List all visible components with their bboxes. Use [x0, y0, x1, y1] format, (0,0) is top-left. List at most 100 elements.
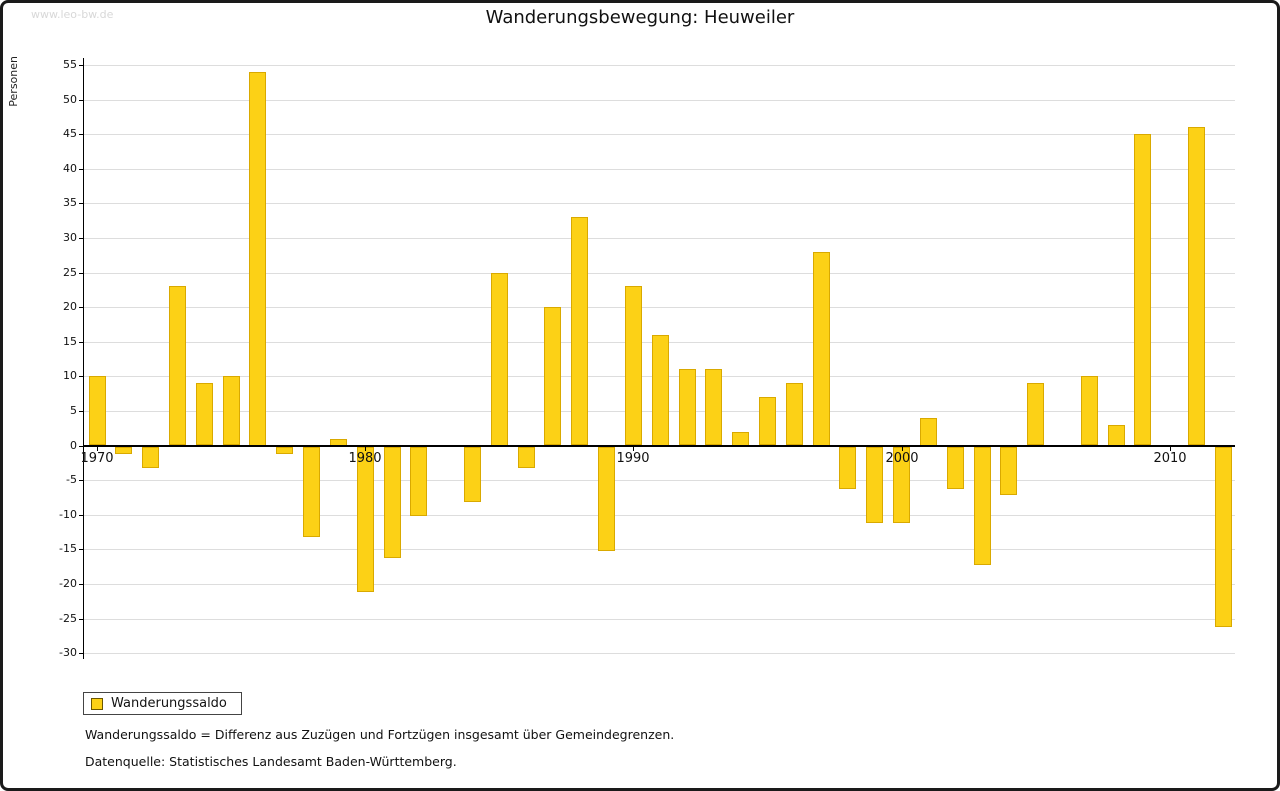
x-tick-mark	[365, 447, 366, 451]
bar	[1215, 447, 1232, 627]
y-tick-mark	[79, 169, 83, 170]
y-tick-mark	[79, 480, 83, 481]
bar	[249, 72, 266, 446]
y-tick-mark	[79, 342, 83, 343]
y-tick-mark	[79, 376, 83, 377]
x-tick-label: 2010	[1153, 451, 1187, 466]
bar	[276, 447, 293, 454]
bar	[974, 447, 991, 565]
legend: Wanderungssaldo	[83, 692, 242, 715]
gridline	[84, 238, 1235, 239]
bar	[1134, 134, 1151, 445]
gridline	[84, 203, 1235, 204]
y-tick-mark	[79, 446, 83, 447]
bar	[813, 252, 830, 446]
y-tick-label: 0	[70, 439, 77, 452]
x-tick-label: 1990	[616, 451, 650, 466]
y-tick-mark	[79, 307, 83, 308]
y-tick-mark	[79, 65, 83, 66]
gridline	[84, 65, 1235, 66]
bar	[598, 447, 615, 551]
y-tick-label: 45	[63, 127, 77, 140]
x-tick-mark	[97, 447, 98, 451]
y-tick-mark	[79, 411, 83, 412]
y-tick-label: 30	[63, 231, 77, 244]
bar	[705, 369, 722, 445]
y-tick-label: 15	[63, 335, 77, 348]
y-tick-mark	[79, 238, 83, 239]
gridline	[84, 549, 1235, 550]
chart-title: Wanderungsbewegung: Heuweiler	[485, 7, 795, 28]
y-tick-label: -20	[59, 577, 77, 590]
gridline	[84, 515, 1235, 516]
x-tick-mark	[902, 447, 903, 451]
y-tick-mark	[79, 549, 83, 550]
y-tick-label: 10	[63, 369, 77, 382]
y-tick-mark	[79, 619, 83, 620]
x-tick-label: 2000	[885, 451, 919, 466]
bar	[303, 447, 320, 537]
bar	[1188, 127, 1205, 445]
bar	[1027, 383, 1044, 445]
gridline	[84, 134, 1235, 135]
bar	[115, 447, 132, 454]
bar	[1108, 425, 1125, 446]
bar	[384, 447, 401, 558]
y-tick-label: 35	[63, 196, 77, 209]
bar	[89, 376, 106, 445]
bar	[410, 447, 427, 516]
gridline	[84, 169, 1235, 170]
bar	[196, 383, 213, 445]
gridline	[84, 619, 1235, 620]
footnote-source: Datenquelle: Statistisches Landesamt Bad…	[85, 754, 457, 769]
y-tick-mark	[79, 203, 83, 204]
bar	[920, 418, 937, 446]
y-tick-label: 20	[63, 300, 77, 313]
bar	[786, 383, 803, 445]
x-tick-mark	[1170, 447, 1171, 451]
gridline	[84, 273, 1235, 274]
gridline	[84, 307, 1235, 308]
bar	[652, 335, 669, 446]
y-tick-mark	[79, 134, 83, 135]
gridline	[84, 100, 1235, 101]
bar	[223, 376, 240, 445]
y-tick-label: -30	[59, 646, 77, 659]
y-tick-label: 50	[63, 93, 77, 106]
bar	[571, 217, 588, 445]
gridline	[84, 584, 1235, 585]
bar	[169, 286, 186, 445]
bar	[839, 447, 856, 489]
y-tick-mark	[79, 273, 83, 274]
x-tick-label: 1980	[348, 451, 382, 466]
y-tick-mark	[79, 584, 83, 585]
bar	[947, 447, 964, 489]
y-tick-label: 55	[63, 58, 77, 71]
y-tick-label: 25	[63, 266, 77, 279]
y-tick-mark	[79, 653, 83, 654]
bar	[759, 397, 776, 445]
bar	[544, 307, 561, 445]
gridline	[84, 653, 1235, 654]
bar	[491, 273, 508, 446]
watermark: www.leo-bw.de	[31, 8, 114, 21]
bar	[893, 447, 910, 523]
y-tick-label: -10	[59, 508, 77, 521]
plot-area: -30 -25 -20 -15 -10 -5 0 5 10 15 20 25 30 35 40 45 50 55 1…	[3, 3, 1277, 788]
bar	[464, 447, 481, 502]
y-tick-mark	[79, 515, 83, 516]
bar	[142, 447, 159, 468]
legend-swatch	[91, 697, 103, 710]
y-tick-mark	[79, 100, 83, 101]
y-tick-label: -15	[59, 542, 77, 555]
y-tick-label: -25	[59, 612, 77, 625]
x-tick-label: 1970	[80, 451, 114, 466]
gridline	[84, 480, 1235, 481]
bar	[518, 447, 535, 468]
footnote-definition: Wanderungssaldo = Differenz aus Zuzügen …	[85, 727, 675, 742]
x-axis-line	[83, 445, 1235, 447]
y-tick-label: 5	[70, 404, 77, 417]
y-tick-label: 40	[63, 162, 77, 175]
bar	[357, 447, 374, 592]
